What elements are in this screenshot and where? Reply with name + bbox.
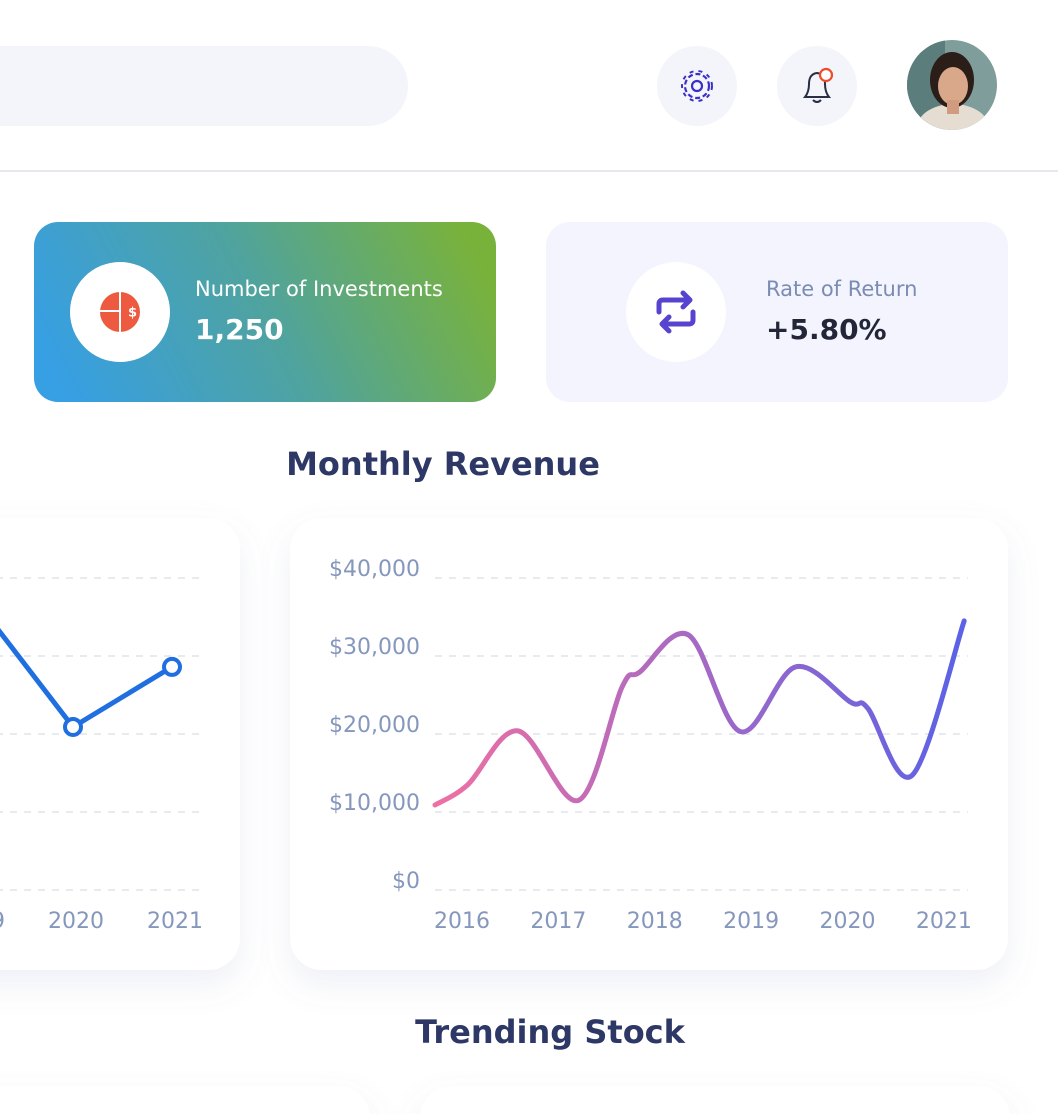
x-tick-label: 2021: [916, 909, 972, 934]
x-tick-label: 2018: [627, 909, 683, 934]
chart: $0$10,000$20,000$30,000$40,0002019202020…: [0, 577, 203, 934]
x-tick-label: 2019: [0, 909, 5, 934]
return-icon-bg: [626, 262, 726, 362]
chart-card: [0, 518, 240, 970]
point: [63, 716, 83, 737]
section-title: Monthly Revenue: [286, 445, 600, 483]
chart-card: [290, 518, 1008, 970]
line: [432, 618, 967, 808]
point: [162, 656, 182, 677]
x-tick-label: 2020: [48, 909, 104, 934]
settings-button[interactable]: [657, 46, 737, 126]
investments-icon: $: [100, 292, 140, 332]
chart: $0 $10,000 $20,000 $30,000 $40,000 2016 2017 20…: [329, 557, 972, 934]
stock-card[interactable]: [420, 1086, 1010, 1114]
notifications-button[interactable]: [777, 46, 857, 126]
y-tick-label: $0: [392, 869, 420, 894]
return-icon: [656, 290, 696, 334]
x-tick-label: 2017: [530, 909, 586, 934]
stat-value: +5.80%: [766, 313, 887, 346]
investments-card: [34, 222, 496, 402]
y-tick-label: $40,000: [329, 557, 420, 582]
svg-text:$: $: [128, 306, 137, 321]
stat-value: 1,250: [195, 313, 284, 346]
avatar[interactable]: [905, 38, 1000, 152]
x-tick-label: 2021: [147, 909, 203, 934]
search-bar[interactable]: [0, 46, 408, 126]
x-tick-label: 2020: [820, 909, 876, 934]
y-tick-label: $30,000: [329, 635, 420, 660]
return-card: [546, 222, 1008, 402]
x-tick-label: 2019: [723, 909, 779, 934]
stock-card[interactable]: [0, 1086, 370, 1114]
x-tick-label: 2016: [434, 909, 490, 934]
section-title: Trending Stock: [415, 1013, 686, 1051]
y-tick-label: $10,000: [329, 791, 420, 816]
y-tick-label: $20,000: [329, 713, 420, 738]
stat-label: Rate of Return: [766, 277, 917, 301]
stat-label: Number of Investments: [195, 277, 443, 301]
